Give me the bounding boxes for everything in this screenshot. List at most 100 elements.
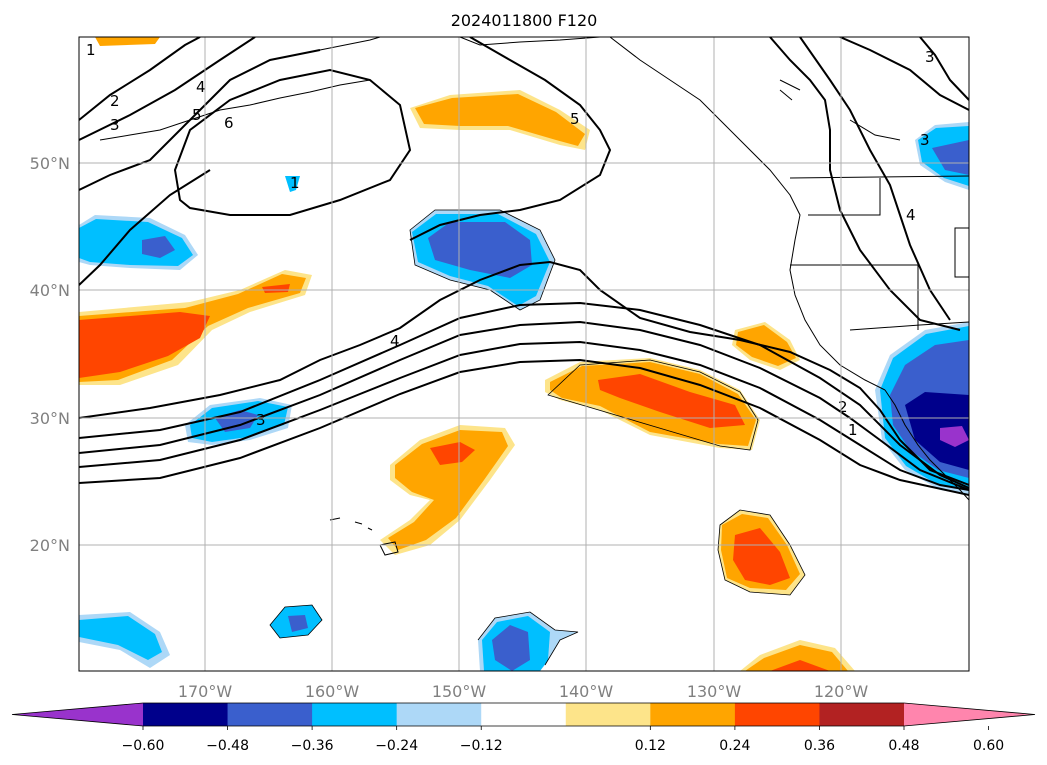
extreme-negative-anomaly-region bbox=[905, 392, 969, 470]
contour-label: 3 bbox=[256, 411, 266, 429]
hawaii-island bbox=[379, 541, 399, 556]
contour-label: 3 bbox=[110, 116, 120, 134]
lon-label: 120°W bbox=[814, 682, 869, 701]
contour-line-4 bbox=[79, 260, 969, 486]
colorbar-swatch bbox=[650, 703, 736, 726]
extreme-negative-anomaly-region bbox=[940, 426, 969, 447]
colorbar-tick-label: −0.12 bbox=[460, 738, 503, 754]
strong-positive-anomaly-region bbox=[79, 312, 210, 378]
lat-label: 50°N bbox=[30, 154, 70, 173]
strong-positive-anomaly-region bbox=[770, 660, 830, 671]
contour-line bbox=[79, 37, 256, 141]
colorbar: −0.60 −0.48 −0.36 −0.24 −0.12 0.12 0.24 0.36 0.4… bbox=[11, 702, 1036, 754]
contour-line bbox=[79, 49, 321, 191]
contour-labels: 1 2 3 4 5 6 1 5 3 4 3 2 1 4 3 bbox=[86, 41, 935, 439]
contour-line-0 bbox=[79, 358, 969, 496]
contour-label: 1 bbox=[290, 174, 300, 192]
strong-negative-anomaly-region bbox=[142, 236, 175, 258]
contour-line bbox=[799, 37, 951, 321]
colorbar-tick-label: −0.24 bbox=[375, 738, 418, 754]
strong-negative-anomaly-region bbox=[428, 222, 532, 278]
state-borders bbox=[808, 178, 881, 216]
positive-anomaly-region bbox=[415, 94, 585, 146]
contour-label: 4 bbox=[390, 332, 400, 350]
lat-label: 40°N bbox=[30, 281, 70, 300]
colorbar-max-extend bbox=[904, 703, 1035, 726]
contour-label: 2 bbox=[838, 398, 848, 416]
contour-line bbox=[919, 37, 969, 101]
map-background bbox=[79, 37, 969, 671]
alaska-coastline bbox=[459, 37, 601, 46]
contour-label: 2 bbox=[110, 92, 120, 110]
colorbar-tick-label: −0.36 bbox=[291, 738, 334, 754]
contour-line bbox=[839, 37, 969, 111]
contour-line bbox=[79, 169, 211, 286]
colorbar-min-extend bbox=[12, 703, 143, 726]
coastlines bbox=[99, 37, 969, 556]
colorbar-tick-label: −0.48 bbox=[206, 738, 249, 754]
us-mexico-border bbox=[849, 321, 969, 331]
north-america-west-coast bbox=[609, 37, 886, 391]
colorbar-swatch bbox=[396, 703, 482, 726]
positive-anomaly-region bbox=[388, 430, 508, 550]
strong-positive-anomaly-region bbox=[262, 284, 290, 293]
strong-negative-anomaly-region bbox=[288, 615, 308, 632]
contour-label: 5 bbox=[570, 110, 580, 128]
contour-label: 3 bbox=[920, 131, 930, 149]
hudson-coast bbox=[779, 79, 801, 101]
strong-negative-anomaly-region bbox=[932, 140, 969, 175]
negative-anomaly-region bbox=[285, 176, 300, 192]
lat-label: 30°N bbox=[30, 409, 70, 428]
contour-label: 1 bbox=[848, 421, 858, 439]
lon-label: 130°W bbox=[687, 682, 742, 701]
contour-label: 4 bbox=[196, 78, 206, 96]
strong-negative-anomaly-region bbox=[492, 625, 530, 671]
contour-line-1 bbox=[79, 340, 969, 491]
us-canada-border bbox=[789, 175, 969, 179]
colorbar-tick-label: 0.12 bbox=[635, 738, 666, 754]
colorbar-tick-label: −0.60 bbox=[122, 738, 165, 754]
aleutian-islands bbox=[99, 79, 371, 141]
anomaly-outline bbox=[409, 209, 556, 311]
colorbar-swatch bbox=[565, 703, 651, 726]
lon-label: 150°W bbox=[432, 682, 487, 701]
contour-label: 4 bbox=[906, 206, 916, 224]
positive-anomaly-region bbox=[95, 37, 160, 46]
map-title: 2024011800 F120 bbox=[451, 11, 598, 30]
anomaly-outline bbox=[717, 509, 806, 596]
contour-label: 5 bbox=[192, 106, 202, 124]
map-area: 1 2 3 4 5 6 1 5 3 4 3 2 1 4 3 bbox=[78, 36, 970, 672]
contour-label: 6 bbox=[224, 114, 234, 132]
colorbar-swatch bbox=[143, 703, 229, 726]
colorbar-swatch bbox=[227, 703, 313, 726]
colorbar-tick-label: 0.48 bbox=[888, 738, 919, 754]
positive-anomaly-region bbox=[745, 645, 848, 671]
colorbar-swatch bbox=[819, 703, 905, 726]
colorbar-tick-label: 0.24 bbox=[719, 738, 750, 754]
lon-label: 170°W bbox=[178, 682, 233, 701]
strong-positive-anomaly-region bbox=[598, 374, 745, 428]
map-frame bbox=[78, 36, 970, 672]
contour-label: 3 bbox=[925, 48, 935, 66]
anomaly-outline bbox=[269, 604, 323, 639]
contour-line-2 bbox=[79, 320, 969, 491]
contour-line-3 bbox=[79, 301, 969, 489]
colorbar-swatch bbox=[481, 703, 567, 726]
inland-border bbox=[954, 227, 969, 278]
strong-positive-anomaly-region bbox=[430, 442, 475, 465]
colorbar-swatch bbox=[734, 703, 820, 726]
colorbar-tick-label: 0.36 bbox=[804, 738, 835, 754]
gridlines bbox=[79, 37, 969, 671]
colorbar-tick-label: 0.60 bbox=[973, 738, 1004, 754]
contour-line bbox=[79, 37, 201, 121]
contour-line bbox=[173, 68, 412, 216]
colorbar-swatch bbox=[312, 703, 398, 726]
contour-line bbox=[769, 37, 961, 331]
lat-label: 20°N bbox=[30, 536, 70, 555]
contour-label: 1 bbox=[86, 41, 96, 59]
lon-label: 160°W bbox=[305, 682, 360, 701]
strong-positive-anomaly-region bbox=[733, 528, 790, 585]
anomaly-outline bbox=[477, 611, 579, 666]
negative-anomaly-region bbox=[79, 616, 162, 660]
